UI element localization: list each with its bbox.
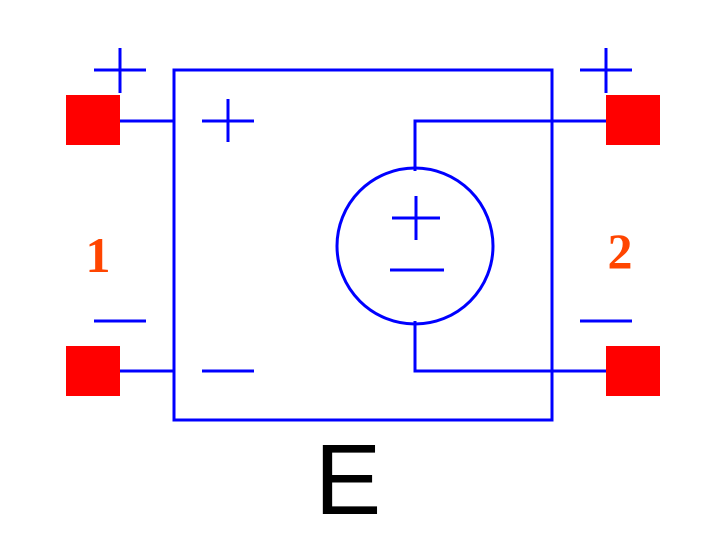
port1-label: 1 [86,227,111,283]
port2-label: 2 [608,223,633,279]
port2-positive-pin[interactable] [606,95,660,145]
port2-negative-pin[interactable] [606,346,660,396]
port1-negative-pin[interactable] [66,346,120,396]
port2-positive-wire [413,119,606,171]
port1-positive-pin[interactable] [66,95,120,145]
port2-negative-wire [413,321,606,373]
component-body[interactable] [172,68,554,422]
component-name-label: E [315,424,382,536]
voltage-source-circle [335,166,495,326]
voltage-source[interactable] [335,166,495,326]
